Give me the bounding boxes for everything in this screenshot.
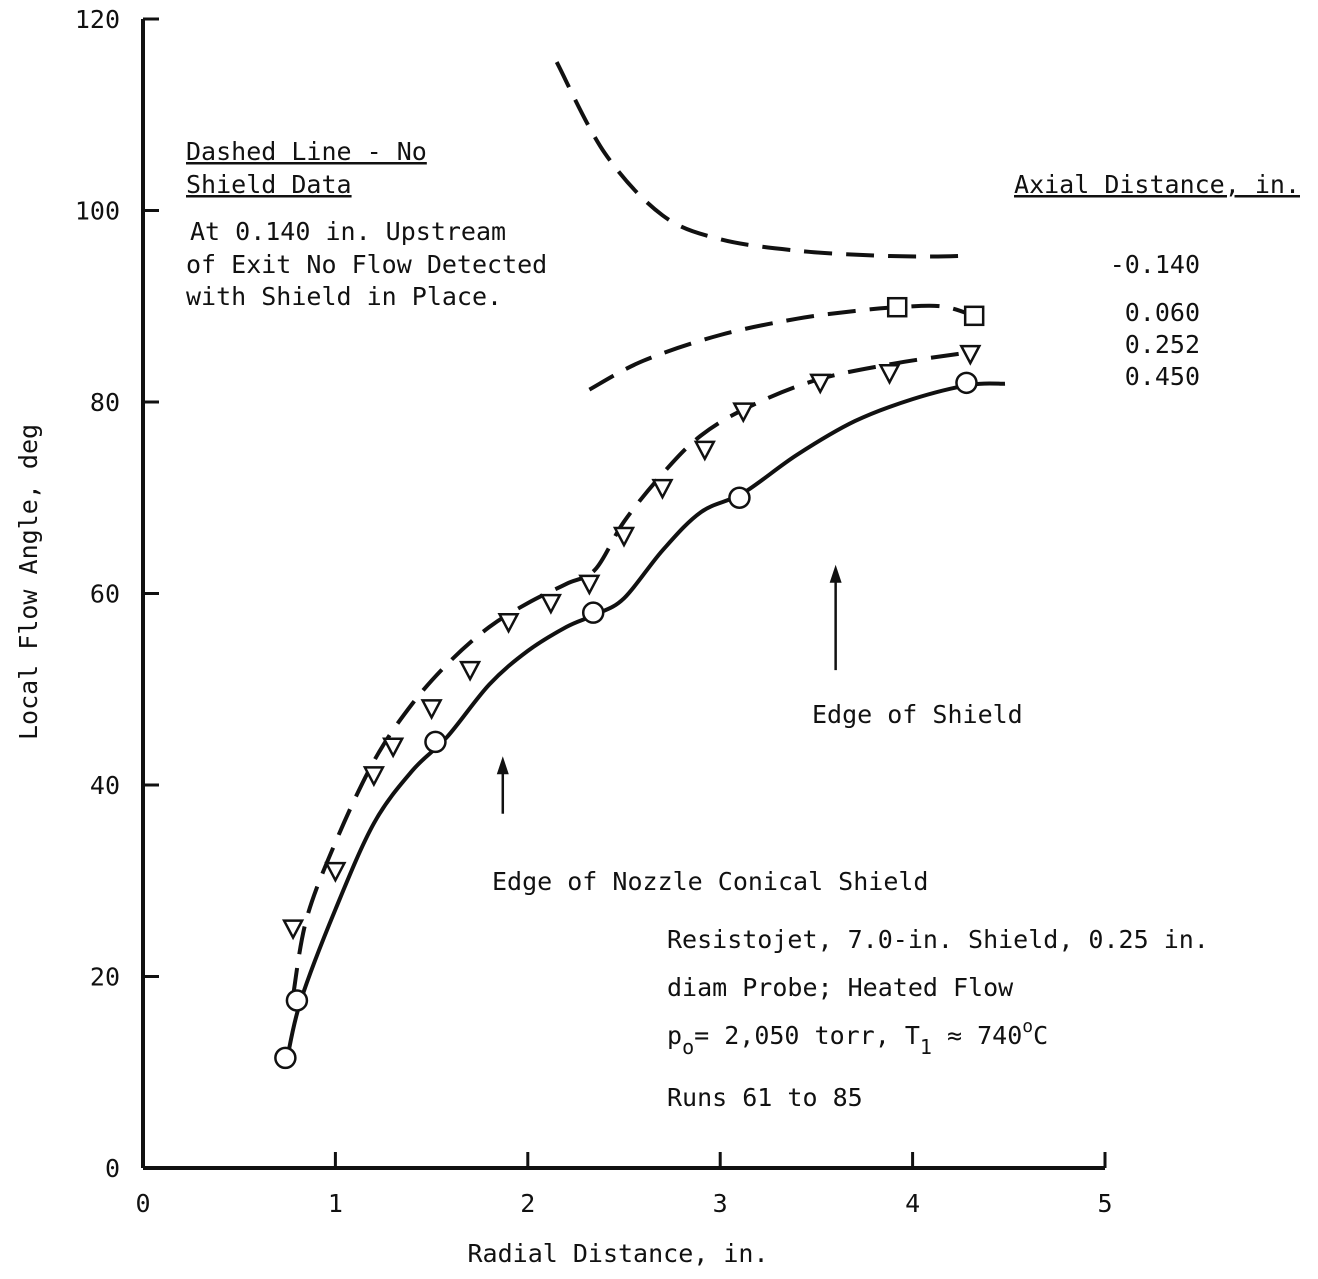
y-tick-label: 0 [105,1154,120,1183]
legend-entry-minus-0140: -0.140 [1110,250,1200,279]
legend-entry-0450: 0.450 [1125,362,1200,391]
square-marker [886,296,908,318]
circle-marker [424,730,447,754]
annotation-arrow-head [496,756,509,775]
triangle-marker [732,402,755,424]
x-tick-label: 1 [328,1189,343,1218]
circle-marker [955,371,978,395]
x-tick-label: 0 [135,1189,150,1218]
data-markers [274,296,985,1070]
x-axis-title: Radial Distance, in. [467,1239,768,1268]
x-tick-label: 3 [713,1189,728,1218]
triangle-marker [539,593,562,615]
triangle-marker [362,766,385,788]
x-tick-label: 4 [905,1189,920,1218]
y-tick-label: 120 [75,5,120,34]
conditions-line-2: diam Probe; Heated Flow [667,973,1014,1002]
dashed-line-note-1: Dashed Line - No [186,137,427,166]
circle-marker [728,486,751,509]
edge-of-nozzle-label: Edge of Nozzle Conical Shield [492,867,929,896]
triangle-marker [324,861,347,883]
triangle-marker [459,660,482,682]
triangle-marker [612,526,636,548]
legend-entry-0060: 0.060 [1125,298,1200,327]
cond-t-sub: 1 [920,1035,932,1059]
tick-labels: 0 20 40 60 80 100 120 0 1 2 3 4 5 [75,5,1113,1218]
series-line-0 [554,61,971,259]
y-tick-label: 60 [90,580,120,609]
upstream-note-1: At 0.140 in. Upstream [190,217,506,246]
y-tick-label: 100 [75,197,120,226]
triangle-marker [281,919,305,941]
annotation-arrow-head [829,564,842,583]
triangle-marker [959,344,982,366]
cond-p: p [667,1021,682,1050]
x-tick-label: 5 [1097,1189,1112,1218]
conditions-line-4: Runs 61 to 85 [667,1083,863,1112]
y-tick-label: 80 [90,388,120,417]
legend-title: Axial Distance, in. [1014,170,1300,199]
triangle-marker [497,612,520,634]
cond-p-rest: = 2,050 torr, T [694,1021,920,1050]
conditions-line-1: Resistojet, 7.0-in. Shield, 0.25 in. [667,925,1209,954]
cond-c: C [1033,1021,1048,1050]
triangle-marker [693,440,716,462]
conditions-line-3: po= 2,050 torr, T1 ≈ 740oC [667,1016,1048,1059]
axes [141,17,1107,1170]
series-lines [285,61,1006,1059]
x-tick-label: 2 [520,1189,535,1218]
triangle-marker [420,699,443,721]
y-tick-label: 20 [90,963,120,992]
triangle-marker [651,478,674,500]
edge-of-shield-label: Edge of Shield [812,700,1023,729]
upstream-note-2: of Exit No Flow Detected [186,250,547,279]
cond-p-sub: o [682,1035,694,1059]
circle-marker [285,989,309,1012]
triangle-marker [809,373,832,395]
circle-marker [581,601,605,624]
series-line-1 [588,303,975,392]
triangle-marker [382,737,405,759]
triangle-marker [578,574,601,596]
y-tick-label: 40 [90,771,120,800]
legend-entry-0252: 0.252 [1125,330,1200,359]
square-marker [963,305,985,327]
y-axis-title: Local Flow Angle, deg [14,424,43,740]
upstream-note-3: with Shield in Place. [186,282,502,311]
series-line-2 [291,350,971,996]
cond-t-rest: ≈ 740 [932,1021,1022,1050]
circle-marker [274,1046,297,1070]
cond-deg-sup: o [1022,1016,1033,1037]
triangle-marker [878,364,901,385]
dashed-line-note-2: Shield Data [186,170,352,199]
